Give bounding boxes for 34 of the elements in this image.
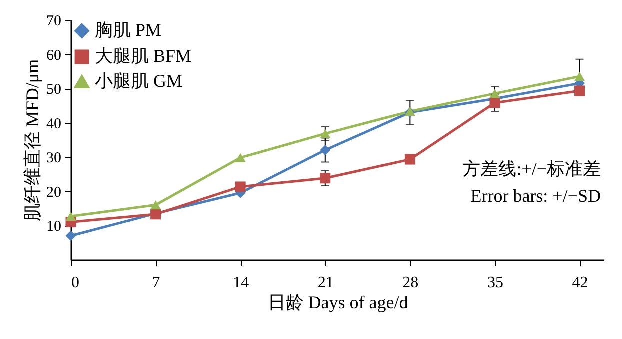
point — [574, 86, 586, 96]
point — [150, 200, 162, 210]
point — [490, 98, 500, 108]
legend-label: 大腿肌 BFM — [95, 46, 192, 66]
x-tick-label: 35 — [487, 274, 504, 292]
x-tick-label: 28 — [402, 274, 419, 292]
y-tick-label: 20 — [46, 184, 62, 201]
x-tick-label: 0 — [72, 274, 80, 292]
y-tick-label: 10 — [46, 219, 62, 236]
x-tick-label: 42 — [572, 274, 588, 292]
annotation: Error bars: +/−SD — [470, 186, 601, 206]
legend-label: 小腿肌 GM — [95, 71, 183, 91]
point — [235, 153, 246, 162]
point — [320, 173, 331, 184]
x-tick-label: 14 — [233, 274, 250, 292]
y-tick-label: 70 — [46, 14, 62, 30]
x-tick-label: 7 — [152, 274, 160, 292]
y-tick-label: 60 — [46, 48, 62, 64]
annotation: 方差线:+/−标准差 — [462, 159, 601, 179]
point — [320, 145, 331, 156]
point — [404, 154, 416, 165]
point — [66, 212, 76, 221]
point — [66, 230, 76, 242]
legend-label: 胸肌 PM — [95, 20, 162, 40]
x-axis-title: 日龄 Days of age/d — [268, 292, 408, 312]
y-tick-label: 40 — [46, 116, 62, 132]
y-tick-label: 50 — [46, 82, 62, 98]
point — [320, 129, 331, 138]
x-tick-label: 21 — [318, 274, 334, 292]
y-axis-title: 肌纤维直径 MFD/μm — [22, 59, 42, 222]
point — [235, 182, 246, 192]
point — [490, 89, 500, 98]
y-tick-label: 30 — [46, 150, 62, 167]
point — [574, 72, 586, 82]
